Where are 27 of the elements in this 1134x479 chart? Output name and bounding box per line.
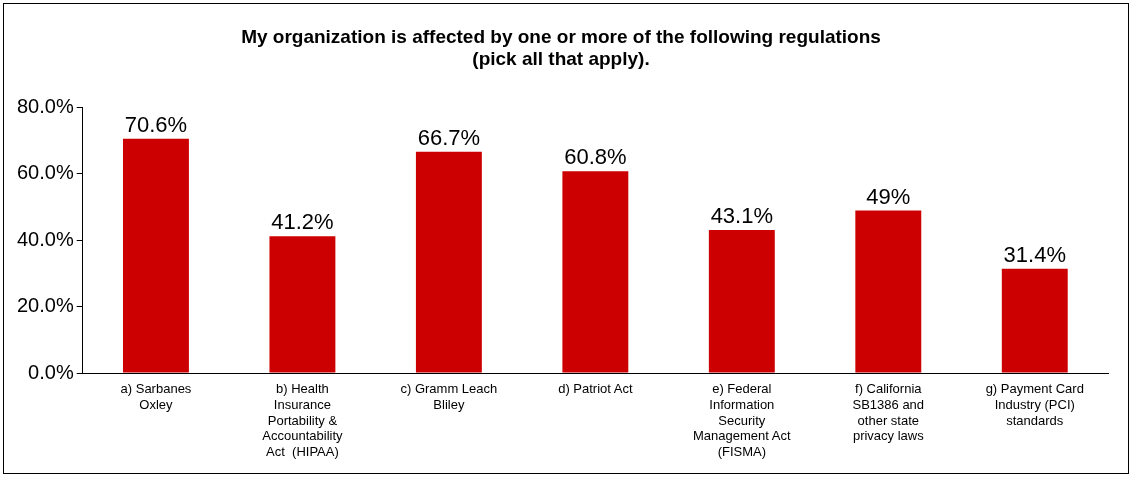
bar — [415, 151, 482, 373]
data-label: 66.7% — [417, 124, 481, 150]
bar — [562, 171, 629, 373]
bar — [269, 236, 336, 373]
x-tick-label: g) Payment Card Industry (PCI) standards — [985, 381, 1084, 428]
data-label: 49% — [866, 183, 911, 209]
y-tick-label: 20.0% — [16, 294, 74, 317]
y-tick-label: 60.0% — [16, 161, 74, 184]
data-label: 41.2% — [271, 209, 334, 235]
x-tick-label: f) California SB1386 and other state privacy laws — [852, 381, 925, 444]
bar — [708, 230, 775, 373]
y-tick-label: 40.0% — [16, 227, 74, 250]
y-tick-label: 0.0% — [28, 360, 74, 383]
y-tick-label: 80.0% — [16, 95, 74, 118]
chart-title: My organization is affected by one or more of the following regulations (pick all that apply). — [241, 25, 881, 70]
bar — [1001, 268, 1068, 373]
bar — [855, 210, 922, 373]
data-label: 60.8% — [564, 144, 627, 170]
x-tick-label: b) Health Insurance Portability & Accountability Act (HIPAA) — [262, 381, 344, 459]
x-tick-label: a) Sarbanes Oxley — [120, 381, 192, 412]
data-label: 43.1% — [710, 203, 774, 229]
bar — [122, 138, 189, 373]
x-tick-label: c) Gramm Leach Bliley — [400, 381, 498, 412]
data-label: 31.4% — [1003, 241, 1066, 267]
x-tick-label: e) Federal Information Security Management Act (FISMA) — [693, 381, 791, 459]
x-tick-label: d) Patriot Act — [558, 381, 633, 397]
data-label: 70.6% — [124, 111, 188, 137]
